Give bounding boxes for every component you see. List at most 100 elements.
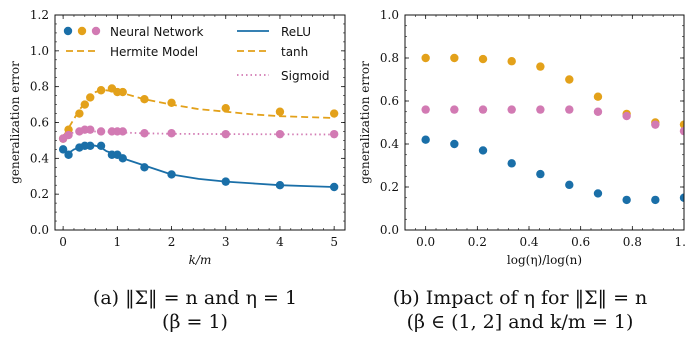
panel-a-frame	[54, 14, 346, 231]
panel-b-y-axis-label: generalization error	[358, 61, 372, 184]
panel-a-x-axis-label: k/m	[189, 253, 212, 267]
caption-a: (a) ‖Σ‖ = n and η = 1 (β = 1)	[30, 286, 360, 334]
panel-a-sigmoid-point	[275, 129, 285, 139]
panel-a-relu-point	[58, 145, 68, 154]
panel-b-relu-point	[421, 135, 430, 144]
panel-a-relu-point	[329, 182, 339, 192]
panel-b-tanh-point	[565, 75, 574, 84]
panel-b-sigmoid-point	[593, 107, 603, 116]
panel-b-y-tick-label: 0.6	[380, 94, 399, 108]
panel-b-tanh-point	[679, 120, 684, 129]
panel-b-y-tick-label: 0.0	[380, 223, 399, 237]
panel-a-y-tick-label: 0.8	[30, 80, 49, 94]
panel-a-y-tick-label: 1.0	[30, 44, 49, 58]
panel-a-legend-tanh-label: tanh	[281, 45, 308, 59]
panel-b-tanh-point	[450, 53, 459, 63]
panel-a-legend-relu-label: ReLU	[281, 25, 311, 39]
panel-a-sigmoid-point	[329, 129, 339, 139]
panel-b-sigmoid-point	[421, 105, 430, 114]
panel-a-sigmoid-point	[140, 129, 149, 138]
panel-b-x-axis-label: log(η)/log(n)	[507, 253, 582, 267]
panel-a-legend-points-marker	[63, 26, 73, 36]
panel-a-y-tick-label: 1.2	[30, 8, 49, 22]
panel-a-relu-point	[275, 181, 285, 190]
panel-a-sigmoid-point	[86, 125, 95, 134]
panel-a-tanh-point	[118, 87, 127, 97]
panel-a-relu-point	[96, 141, 106, 150]
panel-a-sigmoid-point	[118, 127, 127, 136]
panel-a-tanh-point	[96, 86, 106, 95]
caption-a-line1: (a) ‖Σ‖ = n and η = 1	[92, 287, 298, 309]
panel-a-relu-point	[221, 177, 230, 186]
panel-b-tanh-point	[478, 54, 488, 64]
panel-a-tanh-point	[86, 93, 95, 102]
panel-b-tanh-point	[421, 53, 430, 63]
panel-b-relu-point	[536, 169, 545, 179]
panel-b-y-tick-label: 0.4	[380, 137, 399, 151]
panel-b-tanh-point	[507, 57, 516, 66]
panel-a-x-tick-label: 0	[59, 235, 67, 249]
panel-b-relu-point	[478, 146, 488, 155]
caption-b-line2: (β ∈ (1, 2] and k/m = 1)	[406, 311, 634, 333]
panel-b-y-tick-label: 0.2	[380, 180, 399, 194]
panel-a-relu-point	[64, 150, 73, 159]
panel-b-y-tick-label: 1.0	[380, 8, 399, 22]
panel-b-sigmoid-point	[565, 105, 574, 114]
panel-a-legend-sigmoid-label: Sigmoid	[281, 69, 330, 83]
panel-a-sigmoid-point	[64, 130, 73, 140]
panel-a-relu-point	[118, 154, 127, 163]
panel-b-frame	[404, 14, 685, 231]
panel-a-tanh-point	[221, 103, 230, 113]
panel-b-relu-point	[565, 180, 574, 190]
panel-b-sigmoid-point	[507, 105, 516, 114]
panel-a-x-tick-label: 4	[276, 235, 284, 249]
panel-b-sigmoid-point	[450, 105, 459, 114]
panel-a-tanh-point	[167, 98, 176, 107]
panel-a-x-tick-label: 2	[168, 235, 176, 249]
panel-a-tanh-point	[329, 109, 339, 118]
panel-a-sigmoid-point	[221, 129, 230, 139]
panel-a-x-tick-label: 3	[222, 235, 230, 249]
panel-a-tanh-point	[75, 109, 84, 118]
panel-b-plot-area	[421, 53, 684, 205]
panel-a-y-tick-label: 0.6	[30, 116, 49, 130]
panel-b-y-tick-label: 0.8	[380, 51, 399, 65]
panel-b-relu-point	[651, 195, 660, 205]
panel-a-legend-points-marker	[91, 26, 101, 36]
panel-b-x-tick-label: 0.8	[623, 235, 642, 249]
panel-b-tanh-point	[536, 62, 545, 71]
panel-a-relu-point	[86, 141, 95, 150]
panel-b-relu-point	[622, 195, 631, 205]
caption-b: (b) Impact of η for ‖Σ‖ = n (β ∈ (1, 2] …	[355, 286, 685, 334]
panel-a-legend-model-label: Hermite Model	[110, 45, 198, 59]
panel-b-sigmoid-point	[651, 120, 660, 129]
panel-a-x-tick-label: 1	[114, 235, 122, 249]
panel-b-x-tick-label: 0.2	[468, 235, 487, 249]
panel-a-legend-points-label: Neural Network	[110, 25, 204, 39]
panel-a-y-tick-label: 0.0	[30, 223, 49, 237]
panel-a-relu-point	[167, 170, 176, 179]
panel-a-sigmoid-point	[96, 127, 106, 136]
panel-b-sigmoid-point	[622, 111, 631, 121]
panel-b-x-tick-label: 0.4	[519, 235, 538, 249]
panel-b-sigmoid-point	[536, 105, 545, 114]
panel-b-sigmoid-point	[679, 126, 684, 136]
panel-b-relu-point	[679, 193, 684, 202]
panel-b-relu-point	[593, 189, 603, 198]
panel-b-sigmoid-point	[478, 105, 488, 114]
panel-a-sigmoid-point	[167, 129, 176, 138]
panel-b-x-tick-label: 0.0	[416, 235, 435, 249]
panel-a-tanh-point	[275, 107, 285, 116]
panel-b-relu-point	[450, 139, 459, 149]
caption-a-line2: (β = 1)	[162, 311, 228, 333]
panel-a-tanh-point	[80, 100, 90, 109]
panel-a-x-tick-label: 5	[330, 235, 338, 249]
panel-a-y-tick-label: 0.4	[30, 151, 49, 165]
panel-b-relu-point	[507, 159, 516, 168]
panel-b-tanh-point	[593, 92, 603, 101]
panel-a-y-axis-label: generalization error	[8, 61, 22, 184]
panel-a-relu-point	[140, 163, 149, 172]
panel-a-legend-points-marker	[77, 26, 87, 36]
panel-b-x-tick-label: 0.6	[571, 235, 590, 249]
